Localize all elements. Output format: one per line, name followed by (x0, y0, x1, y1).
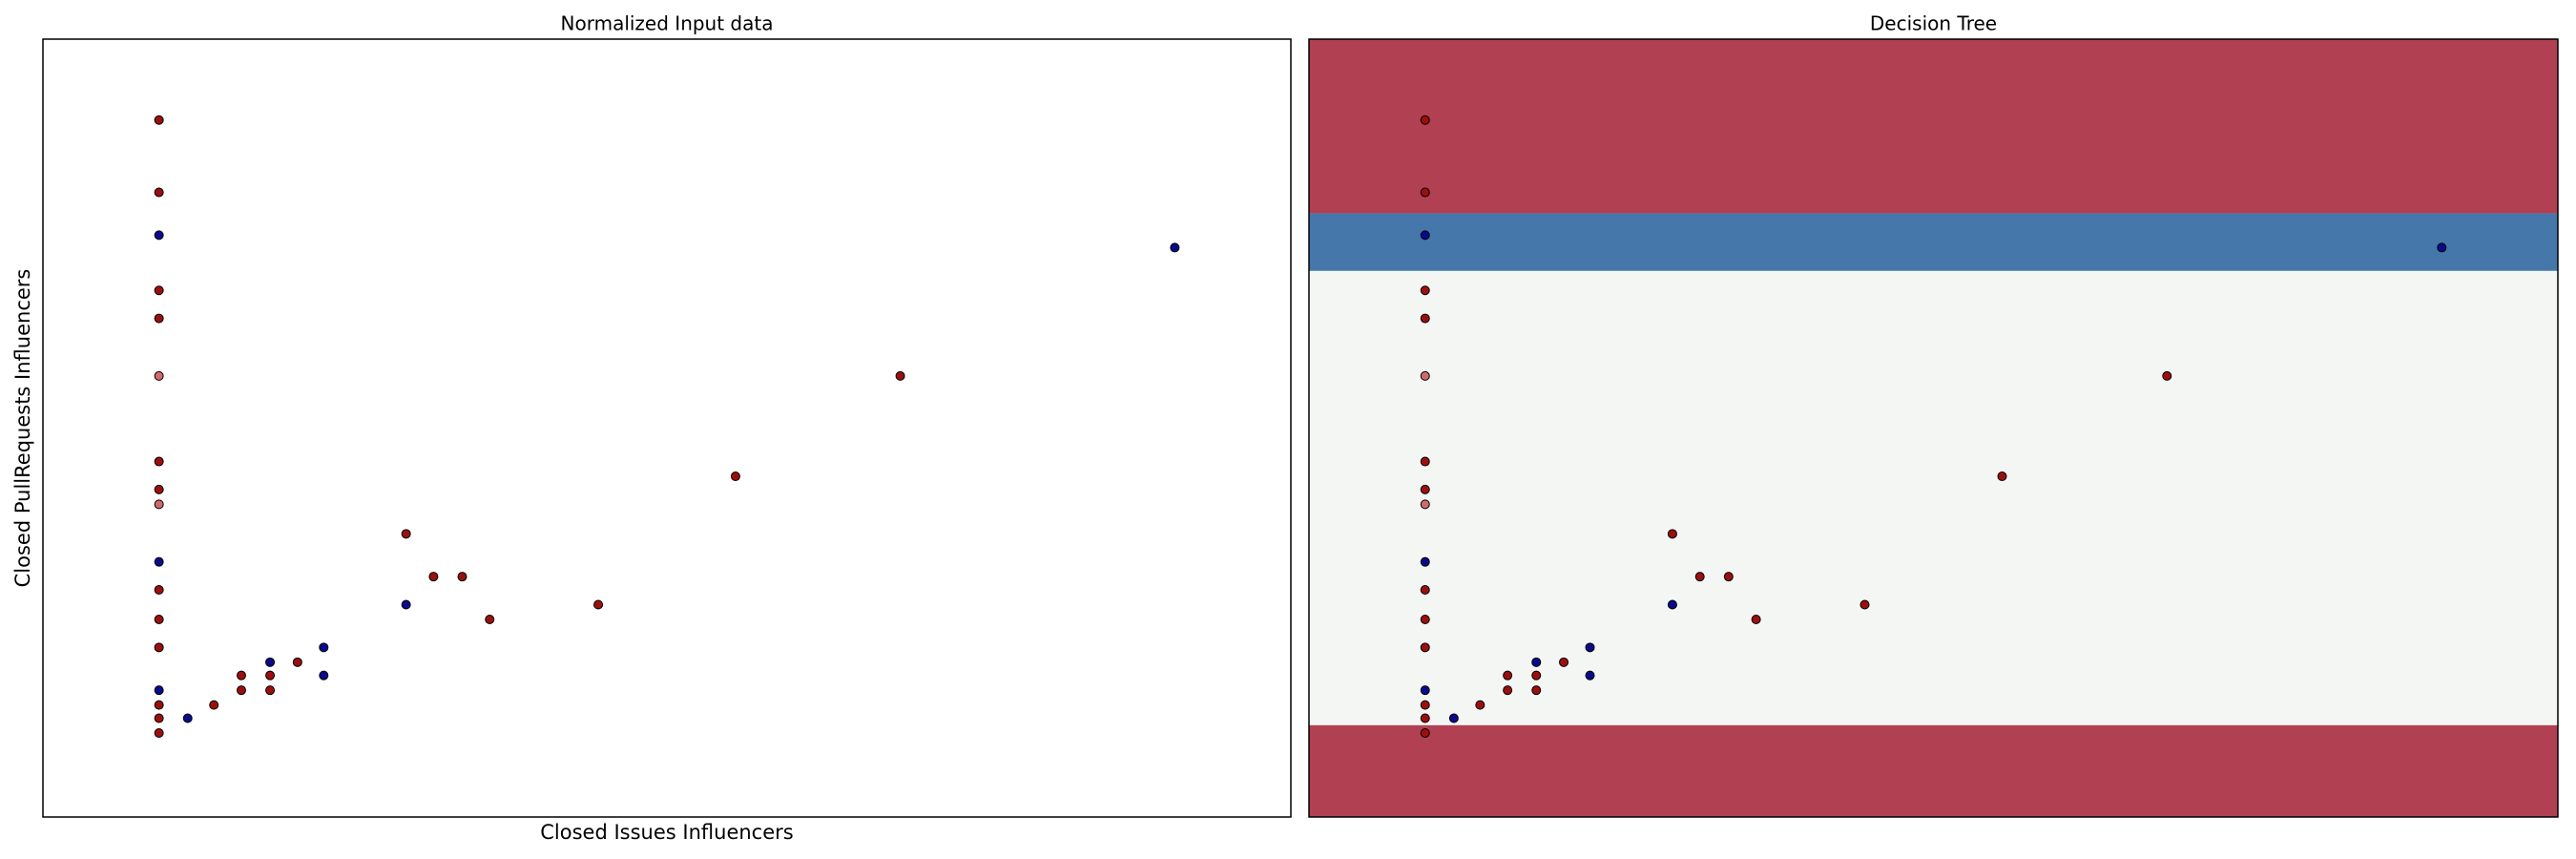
data-point (1170, 242, 1180, 253)
data-point (265, 670, 276, 681)
data-point (1420, 727, 1430, 738)
plot-frame (1308, 38, 2559, 818)
data-point (1420, 499, 1430, 510)
decision-region (1309, 270, 2558, 725)
data-point (154, 685, 164, 696)
data-point (154, 313, 164, 324)
data-point (1420, 685, 1430, 696)
data-point (1420, 484, 1430, 494)
data-point (154, 727, 164, 738)
data-point (1531, 670, 1542, 681)
data-point (1420, 187, 1430, 198)
data-point (1503, 685, 1513, 696)
data-point (182, 713, 193, 723)
data-point (319, 642, 329, 653)
data-point (1420, 313, 1430, 324)
data-point (154, 285, 164, 296)
data-point (1420, 285, 1430, 296)
data-point (1420, 115, 1430, 125)
data-point (154, 700, 164, 710)
data-point (319, 670, 329, 681)
data-point (1723, 572, 1734, 582)
data-point (154, 499, 164, 510)
data-point (1420, 370, 1430, 381)
data-point (1585, 670, 1595, 681)
data-point (292, 657, 302, 667)
data-point (1531, 685, 1542, 696)
data-point (401, 599, 411, 610)
chart-title: Decision Tree (1870, 12, 1997, 35)
chart-title: Normalized Input data (561, 12, 774, 35)
data-point (1694, 572, 1705, 582)
data-point (1997, 471, 2007, 482)
data-point (1420, 700, 1430, 710)
data-point (485, 614, 495, 624)
data-point (1420, 713, 1430, 723)
data-point (1503, 670, 1513, 681)
data-point (154, 456, 164, 467)
data-point (1448, 713, 1459, 723)
data-point (154, 585, 164, 596)
x-axis-label: Closed Issues Influencers (540, 821, 793, 844)
data-point (1531, 657, 1542, 667)
data-point (1420, 585, 1430, 596)
plot-frame (42, 38, 1292, 818)
data-point (265, 685, 276, 696)
data-point (1751, 614, 1761, 624)
data-point (401, 529, 411, 539)
data-point (730, 471, 740, 482)
y-axis-label: Closed PullRequests Influencers (11, 269, 34, 588)
data-point (1420, 642, 1430, 653)
data-point (1859, 599, 1870, 610)
data-point (2162, 370, 2172, 381)
data-point (154, 484, 164, 494)
data-point (1585, 642, 1595, 653)
data-point (154, 230, 164, 241)
data-point (154, 713, 164, 723)
decision-region (1309, 39, 2558, 214)
data-point (154, 115, 164, 125)
data-point (457, 572, 467, 582)
data-point (209, 700, 219, 710)
data-point (154, 187, 164, 198)
data-point (1420, 614, 1430, 624)
decision-region (1309, 724, 2558, 817)
data-point (154, 642, 164, 653)
data-point (428, 572, 439, 582)
data-point (1475, 700, 1485, 710)
data-point (1667, 529, 1677, 539)
data-point (1420, 556, 1430, 567)
data-point (1420, 456, 1430, 467)
data-point (265, 657, 276, 667)
data-point (593, 599, 604, 610)
data-point (1420, 230, 1430, 241)
data-point (154, 614, 164, 624)
data-point (154, 556, 164, 567)
data-point (1667, 599, 1677, 610)
data-point (236, 685, 246, 696)
data-point (895, 370, 905, 381)
decision-region (1309, 213, 2558, 271)
data-point (154, 370, 164, 381)
data-point (236, 670, 246, 681)
data-point (1559, 657, 1569, 667)
data-point (2437, 242, 2447, 253)
